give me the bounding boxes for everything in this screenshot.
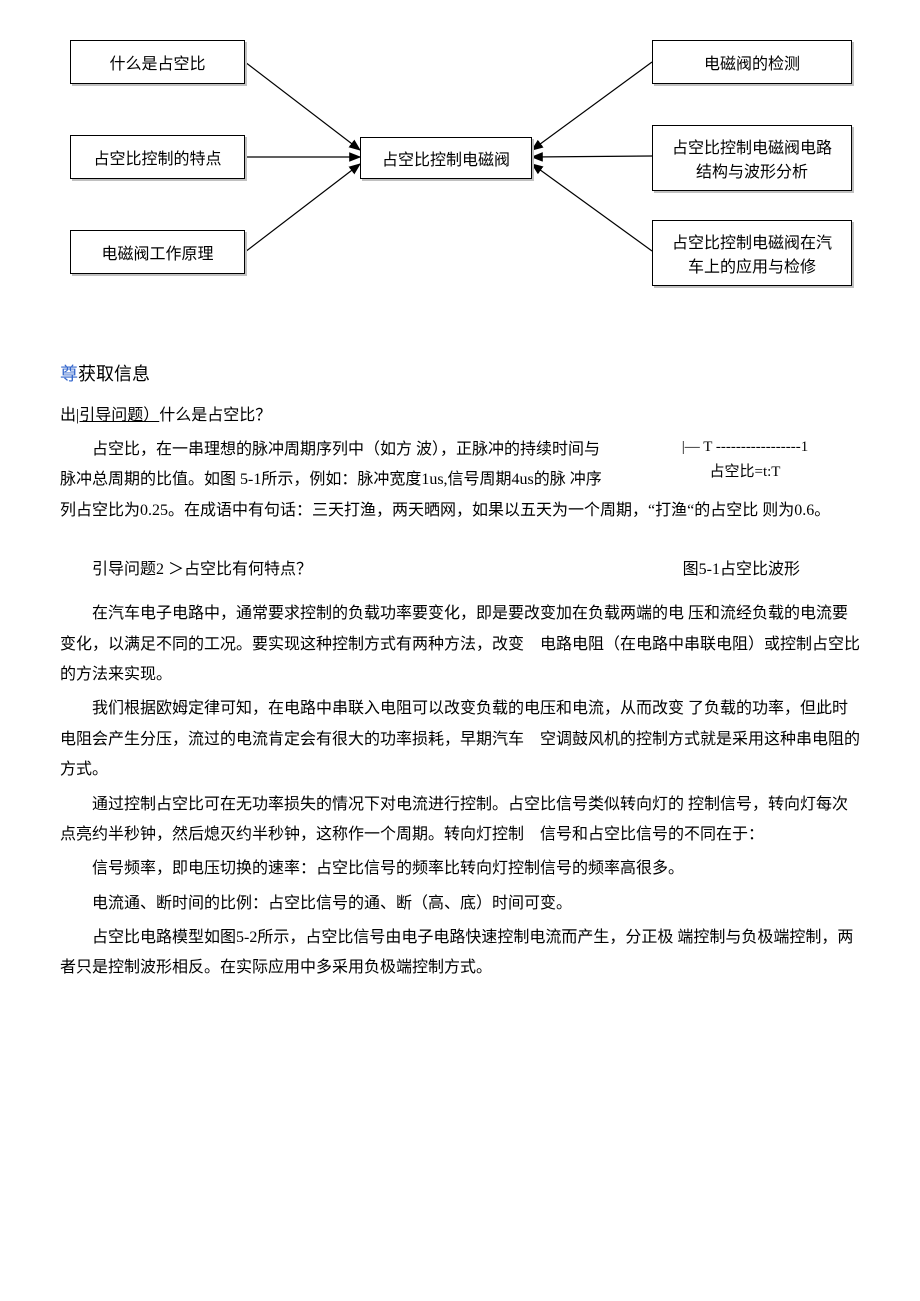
- section-header-text: 获取信息: [78, 364, 150, 384]
- figure-5-1-caption: 图5-1占空比波形: [683, 555, 860, 579]
- diagram-left-node-0: 什么是占空比: [70, 40, 245, 84]
- body-paragraph-1: 我们根据欧姆定律可知，在电路中串联入电阻可以改变负载的电压和电流，从而改变 了负…: [60, 694, 860, 785]
- body-paragraph-3: 信号频率，即电压切换的速率：占空比信号的频率比转向灯控制信号的频率高很多。: [60, 854, 860, 884]
- guide-question-1: 出|引导问题）什么是占空比？: [60, 401, 860, 425]
- q1-rest: 什么是占空比？: [159, 407, 271, 424]
- q1-underlined: |引导问题）: [76, 407, 159, 424]
- section-header-prefix: 尊: [60, 364, 78, 384]
- q1-prefix: 出: [60, 407, 76, 424]
- diagram-left-node-1: 占空比控制的特点: [70, 135, 245, 179]
- figure-formula: 占空比=t:T: [630, 460, 860, 481]
- diagram-right-node-1: 占空比控制电磁阀电路结构与波形分析: [652, 125, 852, 191]
- guide-question-2: 引导问题2 ＞占空比有何特点？: [60, 555, 312, 579]
- body-paragraph-4: 电流通、断时间的比例：占空比信号的通、断（高、底）时间可变。: [60, 889, 860, 919]
- guide-question-2-row: 引导问题2 ＞占空比有何特点？ 图5-1占空比波形: [60, 555, 860, 579]
- concept-diagram: 什么是占空比占空比控制的特点电磁阀工作原理 占空比控制电磁阀 电磁阀的检测占空比控制…: [60, 40, 860, 320]
- figure-5-1-inline: |— T -----------------1 占空比=t:T: [630, 435, 860, 485]
- diagram-arrow-2: [245, 164, 360, 252]
- body-paragraphs: 在汽车电子电路中，通常要求控制的负载功率要变化，即是要改变加在负载两端的电 压和…: [60, 599, 860, 984]
- section-header: 尊获取信息: [60, 360, 860, 386]
- diagram-right-node-2: 占空比控制电磁阀在汽车上的应用与检修: [652, 220, 852, 286]
- diagram-center-node: 占空比控制电磁阀: [360, 137, 532, 179]
- body-paragraph-2: 通过控制占空比可在无功率损失的情况下对电流进行控制。占空比信号类似转向灯的 控制…: [60, 790, 860, 851]
- diagram-arrow-4: [532, 156, 652, 157]
- diagram-left-node-2: 电磁阀工作原理: [70, 230, 245, 274]
- body-paragraph-5: 占空比电路模型如图5-2所示，占空比信号由电子电路快速控制电流而产生，分正极 端…: [60, 923, 860, 984]
- figure-ascii: |— T -----------------1: [630, 439, 860, 456]
- diagram-arrow-5: [532, 164, 652, 251]
- body-paragraph-0: 在汽车电子电路中，通常要求控制的负载功率要变化，即是要改变加在负载两端的电 压和…: [60, 599, 860, 690]
- diagram-arrow-3: [532, 62, 652, 150]
- diagram-arrow-0: [245, 62, 360, 150]
- diagram-right-node-0: 电磁阀的检测: [652, 40, 852, 84]
